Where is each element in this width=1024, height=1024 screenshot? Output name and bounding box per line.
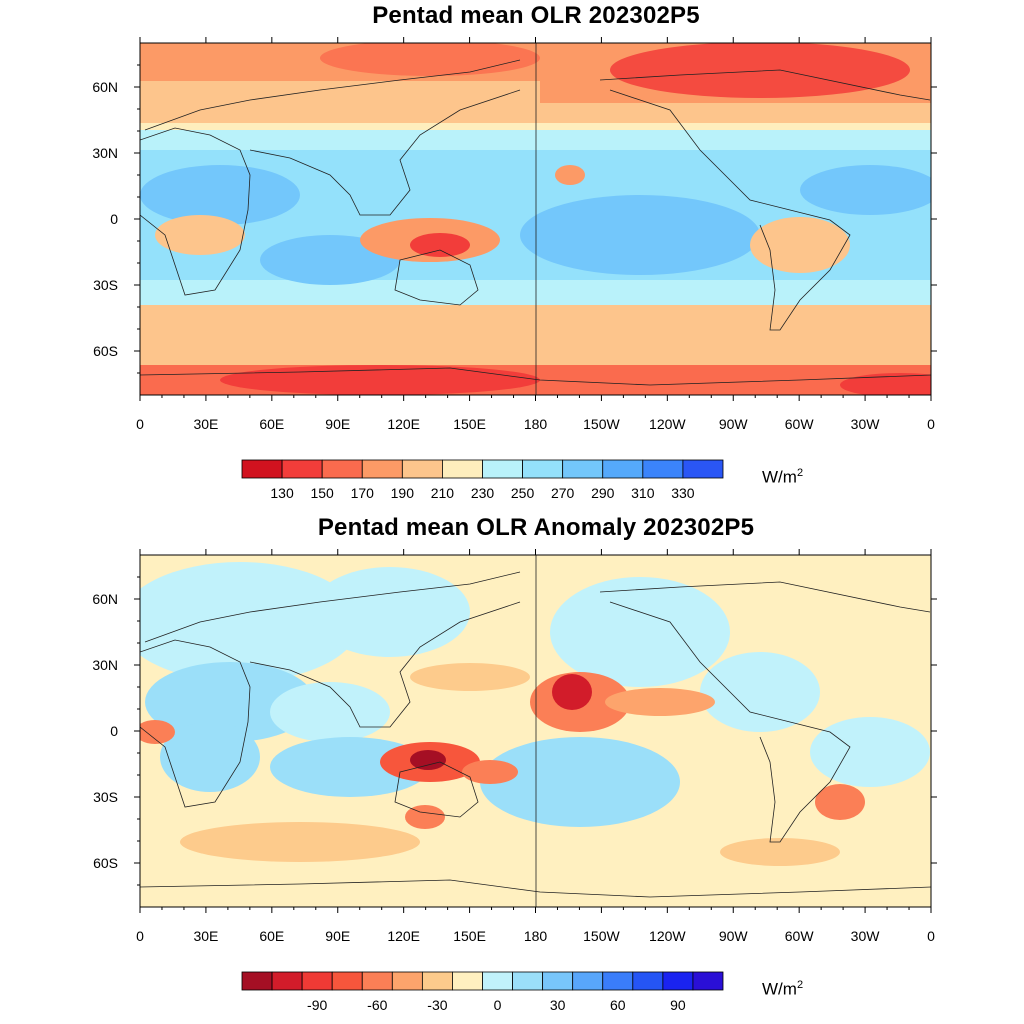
panel-2-colorbar-unit: W/m2 [762,979,804,999]
panel-1-colorbar-label: 270 [551,485,575,501]
panel-1-colorbar-swatch [602,459,644,479]
panel-1-map: 0 30E 60E 90E 120E 150E 180 150W 120W 90W 60W 30W 0 6… [92,37,937,432]
panel-2-colorbar-swatch [361,971,393,991]
panel-1-lon-label: 60E [259,416,284,432]
panel-1-colorbar-label: 190 [391,485,415,501]
panel-1-title: Pentad mean OLR 202302P5 [372,2,700,29]
panel-2-lon-label: 120W [649,928,686,944]
panel-2-colorbar-swatch [241,971,273,991]
panel-1-colorbar-swatch [562,459,604,479]
panel-2-axes: 0 30E 60E 90E 120E 150E 180 150W 120W 90W 60W 30W 0 6… [92,549,937,944]
panel-1-colorbar-unit: W/m2 [762,467,804,487]
panel-2-map: 0 30E 60E 90E 120E 150E 180 150W 120W 90W 60W 30W 0 6… [92,549,937,1013]
panel-1-colorbar-label: 310 [631,485,655,501]
panel-2-lat-label: 30N [92,657,118,673]
panel-2-lon-label: 90W [719,928,749,944]
panel-2-lon-label: 120E [387,928,420,944]
panel-1-lon-label: 90E [325,416,350,432]
panel-1-colorbar-label: 170 [351,485,375,501]
panel-2-colorbar-swatch [301,971,333,991]
panel-1-colorbar-swatch [442,459,483,479]
panel-1-colorbar-swatch [682,459,724,479]
panel-1-lat-label: 30N [92,145,118,161]
panel-2-colorbar-label: -90 [307,997,327,1013]
olr-anomaly-field [140,555,931,907]
panel-1-axes: 0 30E 60E 90E 120E 150E 180 150W 120W 90W 60W 30W 0 6… [92,37,937,432]
panel-2-colorbar-swatch [391,971,423,991]
panel-1-lat-label: 60S [93,343,118,359]
panel-2-colorbar-label: -30 [427,997,447,1013]
panel-2-colorbar-swatch [542,971,574,991]
panel-1-lon-label: 180 [524,416,548,432]
panel-1-lon-label: 150W [583,416,620,432]
panel-1-colorbar-label: 330 [671,485,695,501]
panel-2-colorbar-label: 0 [494,997,502,1013]
panel-2-lat-label: 30S [93,789,118,805]
panel-1-lat-label: 0 [110,211,118,227]
panel-2-colorbar-swatch [692,971,724,991]
panel-1-lat-label: 30S [93,277,118,293]
panel-1-colorbar-label: 290 [591,485,615,501]
panel-2-colorbar-swatch [452,971,483,991]
panel-2-lat-label: 60S [93,855,118,871]
panel-1-colorbar-swatch [522,459,564,479]
panel-2-colorbar-label: 60 [610,997,626,1013]
panel-1-colorbar-swatch [241,459,283,479]
panel-2-colorbar-swatch [602,971,634,991]
panel-1-lon-label: 90W [719,416,749,432]
panel-2-lon-label: 0 [136,928,144,944]
panel-1-colorbar-swatch [321,459,363,479]
panel-2-lon-label: 150W [583,928,620,944]
panel-2-lon-label: 30W [851,928,881,944]
panel-2-colorbar-swatch [632,971,664,991]
panel-2-colorbar-swatch [331,971,363,991]
panel-2-colorbar-swatch [271,971,303,991]
panel-1-colorbar-swatch [361,459,403,479]
panel-2-colorbar-label: 30 [550,997,566,1013]
panel-1-lon-label: 150E [453,416,486,432]
panel-1-colorbar-swatch [482,459,523,479]
panel-1-lon-label: 120E [387,416,420,432]
olr-mean-field [140,43,931,395]
panel-2-colorbar-swatch [572,971,604,991]
panel-1-colorbar-swatch [281,459,323,479]
panel-2-lon-label: 30E [193,928,218,944]
panel-1-colorbar-swatch [642,459,684,479]
panel-1-lon-label: 30W [851,416,881,432]
panel-2-colorbar-swatch [421,971,453,991]
panel-1-lat-label: 60N [92,79,118,95]
panel-2-lat-label: 0 [110,723,118,739]
coastlines [140,59,931,386]
panel-1-lon-label: 120W [649,416,686,432]
panel-1-colorbar-label: 250 [511,485,535,501]
panel-2-lon-label: 180 [524,928,548,944]
panel-2-lon-label: 60E [259,928,284,944]
panel-2-colorbar-swatch [482,971,513,991]
panel-2-colorbar-swatch [512,971,544,991]
panel-2-colorbar-label: -60 [367,997,387,1013]
panel-2-lon-label: 0 [927,928,935,944]
panel-2-lon-label: 150E [453,928,486,944]
panel-1-colorbar-label: 150 [310,485,334,501]
panel-1-lon-label: 60W [785,416,815,432]
panel-2-colorbar-label: 90 [670,997,686,1013]
panel-2-lat-label: 60N [92,591,118,607]
panel-1-colorbar-label: 230 [471,485,495,501]
panel-1-lon-label: 0 [927,416,935,432]
panel-1-colorbar: 130 150 170 190 210 230 250 270 290 310 330 [241,459,724,501]
panel-1-lon-label: 0 [136,416,144,432]
panel-2-lon-label: 60W [785,928,815,944]
panel-1-lon-label: 30E [193,416,218,432]
panel-2-title: Pentad mean OLR Anomaly 202302P5 [317,514,755,541]
coastlines-anomaly [140,571,931,898]
panel-1-colorbar-swatch [401,459,443,479]
panel-2-colorbar-swatch [662,971,694,991]
panel-1-colorbar-label: 210 [431,485,455,501]
panel-1-colorbar-label: 130 [270,485,294,501]
panel-2-lon-label: 90E [325,928,350,944]
